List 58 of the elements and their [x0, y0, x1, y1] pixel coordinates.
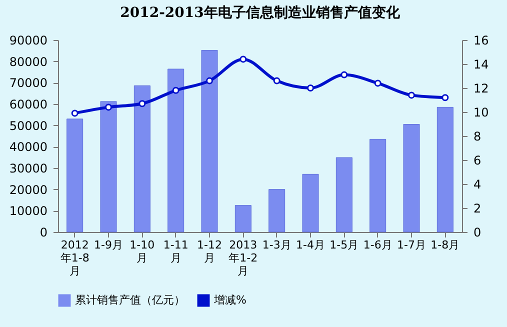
x-tick-label: 1-4月: [296, 238, 325, 252]
chart-title: 2012-2013年电子信息制造业销售产值变化: [120, 4, 401, 21]
y2-tick-label: 2: [474, 202, 482, 216]
point: [273, 77, 280, 84]
legend-label: 累计销售产值（亿元）: [75, 294, 185, 307]
y-tick-label: 40000: [9, 140, 48, 154]
point: [71, 110, 78, 117]
x-tick-label: 2012年1-8月: [60, 238, 90, 278]
bar: [268, 189, 286, 232]
y2-tick-label: 16: [474, 34, 489, 48]
bar: [436, 106, 454, 232]
y2-tick-label: 0: [474, 226, 482, 240]
x-tick-label: 1-11月: [163, 238, 188, 264]
bar: [168, 68, 184, 232]
x-tick-label: 1-5月: [330, 238, 359, 252]
x-tick-label: 1-3月: [262, 238, 292, 252]
point: [307, 84, 314, 92]
x-tick-label: 1-8月: [430, 238, 460, 252]
bar: [336, 157, 352, 232]
legend-label: 增减%: [213, 294, 246, 307]
bar: [66, 118, 84, 232]
y-tick-label: 70000: [9, 76, 48, 90]
y2-tick-label: 14: [474, 58, 489, 72]
y-tick-label: 60000: [9, 98, 48, 112]
x-tick-label: 1-7月: [397, 238, 426, 252]
bar: [302, 174, 319, 232]
x-tick-label: 1-6月: [363, 238, 392, 252]
y-tick-label: 0: [40, 226, 48, 240]
point: [206, 77, 213, 84]
point: [374, 80, 382, 87]
y2-tick-label: 4: [474, 178, 482, 192]
x-tick-label: 2013年1-2月: [228, 238, 258, 278]
point: [240, 56, 247, 63]
x-tick-label: 1-10月: [130, 238, 155, 264]
y-tick-label: 10000: [9, 204, 48, 218]
bar: [134, 85, 150, 232]
y-tick-label: 80000: [9, 54, 48, 69]
bar: [403, 124, 420, 232]
bar: [234, 205, 252, 232]
point: [442, 94, 449, 102]
y-tick-label: 30000: [9, 162, 48, 176]
y2-tick-label: 8: [474, 130, 482, 144]
bar: [201, 50, 218, 232]
y-tick-label: 50000: [9, 118, 48, 133]
point: [105, 104, 112, 111]
bar: [100, 101, 117, 232]
point: [172, 86, 180, 94]
y2-tick-label: 12: [474, 82, 489, 96]
x-tick-label: 1-9月: [94, 238, 123, 252]
y-tick-label: 90000: [9, 34, 48, 48]
y2-tick-label: 10: [474, 106, 489, 120]
point: [138, 100, 146, 108]
point: [408, 92, 415, 99]
y-tick-label: 20000: [9, 182, 48, 197]
bar: [370, 138, 386, 232]
x-tick-label: 1-12月: [197, 238, 222, 264]
y2-tick-label: 6: [474, 154, 482, 168]
point: [340, 71, 348, 78]
